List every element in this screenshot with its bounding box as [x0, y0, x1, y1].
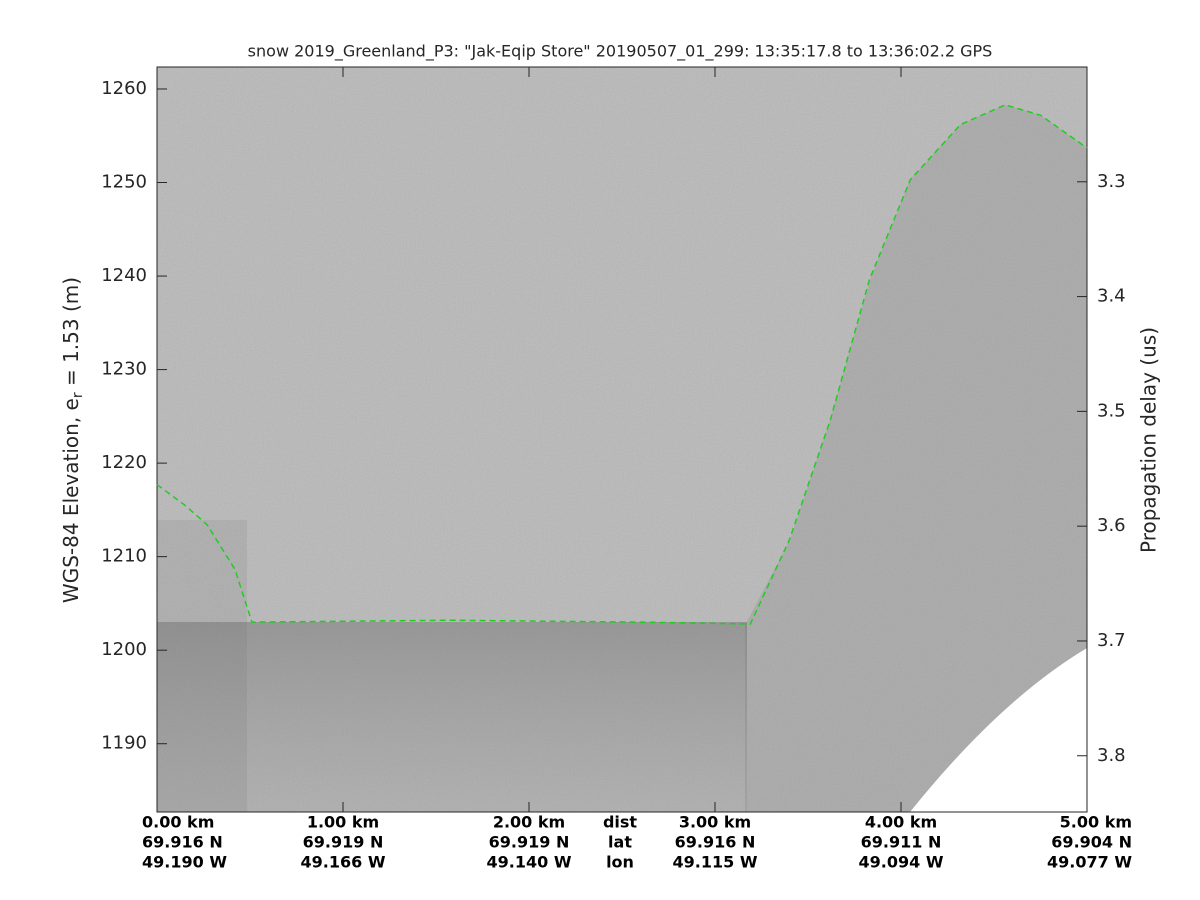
y2-tick-label: 3.6 [1097, 515, 1126, 536]
lon-label: 49.094 W [859, 853, 944, 872]
x-tick-label: 4.00 km [865, 813, 937, 832]
lat-label: 69.919 N [489, 833, 570, 852]
chart-title: snow 2019_Greenland_P3: "Jak-Eqip Store"… [248, 42, 993, 62]
lon-label: 49.140 W [487, 853, 572, 872]
y-tick-label: 1230 [101, 359, 147, 380]
y-label-main: WGS-84 Elevation, e [59, 398, 83, 603]
plot-frame [156, 66, 1088, 813]
y2-tick-label: 3.4 [1097, 286, 1126, 307]
row-label: lat [608, 833, 632, 852]
y-tick-label: 1250 [101, 172, 147, 193]
y2-tick-label: 3.3 [1097, 171, 1126, 192]
x-tick-label: 3.00 km [679, 813, 751, 832]
y2-tick-label: 3.8 [1097, 745, 1126, 766]
y-tick-label: 1200 [101, 639, 147, 660]
lon-label: 49.077 W [1047, 853, 1132, 872]
lat-label: 69.916 N [675, 833, 756, 852]
lat-label: 69.919 N [303, 833, 384, 852]
row-label: dist [603, 813, 637, 832]
lon-label: 49.115 W [673, 853, 758, 872]
y-label-sub: r [70, 392, 86, 398]
lon-label: 49.166 W [301, 853, 386, 872]
y2-tick-label: 3.5 [1097, 400, 1126, 421]
y-tick-label: 1190 [101, 733, 147, 754]
y-axis-label: WGS-84 Elevation, er = 1.53 (m) [59, 277, 87, 603]
x-tick-label: 5.00 km [1060, 813, 1132, 832]
row-label: lon [606, 853, 634, 872]
y-tick-label: 1240 [101, 265, 147, 286]
subsurface-shade [157, 622, 747, 812]
y-tick-label: 1210 [101, 546, 147, 567]
lat-label: 69.911 N [861, 833, 942, 852]
y2-tick-label: 3.7 [1097, 630, 1126, 651]
subsurface-shade [745, 105, 1087, 812]
x-tick-label: 1.00 km [307, 813, 379, 832]
echogram [157, 67, 1087, 812]
subsurface-shade [157, 520, 247, 812]
x-tick-label: 2.00 km [493, 813, 565, 832]
no-data-region [910, 648, 1087, 812]
lat-label: 69.904 N [1051, 833, 1132, 852]
x-tick-label: 0.00 km [142, 813, 214, 832]
y2-axis-label: Propagation delay (us) [1137, 327, 1161, 553]
lon-label: 49.190 W [142, 853, 227, 872]
lat-label: 69.916 N [142, 833, 223, 852]
y-label-end: = 1.53 (m) [59, 277, 83, 392]
y-tick-label: 1260 [101, 78, 147, 99]
y-tick-label: 1220 [101, 452, 147, 473]
surface-line [156, 104, 1088, 625]
